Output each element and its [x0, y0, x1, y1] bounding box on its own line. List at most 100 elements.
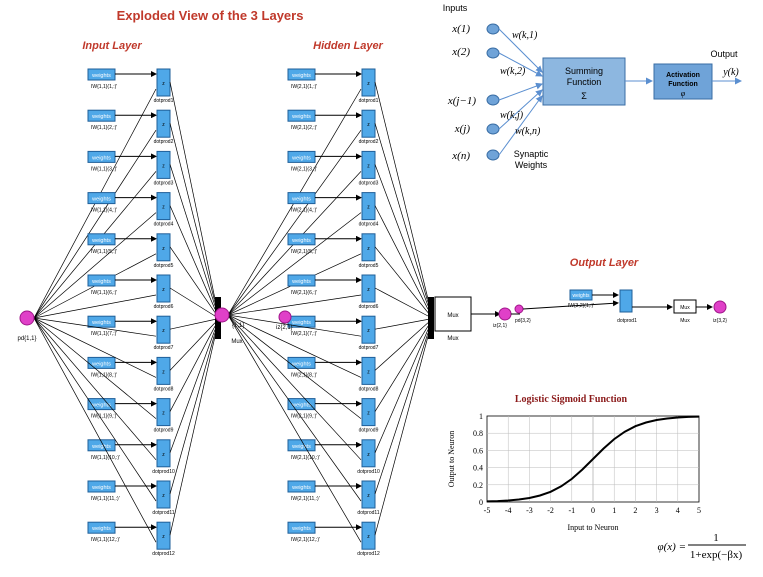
hidden-dotprod-tag-6: dotprod6	[359, 304, 379, 310]
input-dotprod-block-10[interactable]	[156, 439, 171, 468]
input-weights-label-10: weights	[91, 444, 111, 450]
input-weights-tag-9: IW{1,1}(9,:)'	[91, 414, 117, 420]
input-weights-label-5: weights	[91, 238, 111, 244]
input-fanout-line-1	[169, 81, 216, 300]
output-port-label: iz{3,2}	[713, 318, 727, 324]
input-dotprod-tag-1: dotprod1	[154, 98, 174, 104]
input-xj: x(j)	[454, 123, 471, 135]
output-weights-label: weights	[573, 293, 590, 299]
hidden-dotprod-tag-10: dotprod10	[357, 469, 380, 475]
input-dotprod-glyph-9: z	[162, 411, 165, 417]
x-tick-label-7: 2	[633, 506, 637, 515]
hidden-fanout-line-6	[374, 287, 429, 317]
hidden-dotprod-glyph-4: z	[367, 205, 370, 211]
summing-line1: Summing	[565, 66, 603, 76]
input-xn: x(n)	[451, 150, 470, 162]
hidden-dotprod-tag-4: dotprod4	[359, 222, 379, 228]
input-dotprod-glyph-11: z	[162, 493, 165, 499]
x-tick-label-2: -3	[526, 506, 533, 515]
weight-line-1	[498, 28, 543, 73]
input-dotprod-glyph-3: z	[162, 163, 165, 169]
input-layer-output-port[interactable]	[214, 307, 230, 323]
hidden-layer-input-port[interactable]	[278, 310, 292, 324]
input-dotprod-block-12[interactable]	[156, 521, 171, 550]
hidden-weights-tag-6: IW{2,1}(6,:)'	[291, 290, 317, 296]
hidden-dotprod-block-9[interactable]	[361, 398, 376, 427]
output-mux-tag: Mux	[680, 318, 690, 324]
hidden-weights-label-5: weights	[291, 238, 311, 244]
output-port[interactable]	[713, 300, 727, 314]
hidden-weights-tag-7: IW{2,1}(7,:)'	[291, 331, 317, 337]
activation-line1: Activation	[666, 72, 700, 79]
weight-wkn: w(k,n)	[515, 126, 541, 137]
hidden-dotprod-block-12[interactable]	[361, 521, 376, 550]
hidden-dotprod-block-7[interactable]	[361, 315, 376, 344]
output-dotprod-block[interactable]	[619, 289, 633, 313]
input-dotprod-block-6[interactable]	[156, 274, 171, 303]
hidden-fanout-line-1	[374, 81, 429, 300]
weight-wk1: w(k,1)	[512, 30, 538, 41]
hidden-layer-heading: Hidden Layer	[313, 40, 383, 52]
hidden-fanout-line-2	[374, 123, 429, 303]
hidden-fanout-line-10	[374, 329, 429, 453]
hidden-weights-tag-9: IW{2,1}(9,:)'	[291, 414, 317, 420]
hidden-weights-tag-12: IW{2,1}(12,:)'	[291, 537, 320, 543]
input-dotprod-glyph-5: z	[162, 246, 165, 252]
hidden-dotprod-block-11[interactable]	[361, 480, 376, 509]
hidden-dotprod-block-10[interactable]	[361, 439, 376, 468]
input-weights-tag-4: IW{1,1}(4,:)'	[91, 208, 117, 214]
hidden-dotprod-block-8[interactable]	[361, 356, 376, 385]
hidden-weights-label-9: weights	[291, 403, 311, 409]
output-label: Output	[710, 49, 738, 59]
hidden-fanout-line-3	[374, 164, 429, 306]
input-dotprod-tag-10: dotprod10	[152, 469, 175, 475]
hidden-dotprod-glyph-6: z	[367, 287, 370, 293]
hidden-fanout-line-5	[374, 246, 429, 313]
hidden-weights-tag-8: IW{2,1}(8,:)'	[291, 372, 317, 378]
input-dotprod-glyph-12: z	[162, 534, 165, 540]
y-tick-label-2: 0.4	[473, 464, 483, 473]
formula-denominator: 1+exp(−βx)	[690, 549, 743, 561]
output-mux-label: Mux	[680, 305, 690, 311]
input-weights-label-7: weights	[91, 320, 111, 326]
input-dotprod-tag-7: dotprod7	[154, 345, 174, 351]
hidden-mux	[434, 296, 472, 332]
input-fanin-line-2	[33, 130, 157, 319]
input-weights-label-6: weights	[91, 279, 111, 285]
hidden-fanin-line-7	[227, 314, 362, 337]
hidden-weights-label-3: weights	[291, 155, 311, 161]
hidden-dotprod-glyph-12: z	[367, 534, 370, 540]
input-weights-tag-11: IW{1,1}(11,:)'	[91, 496, 120, 502]
input-fanout-line-9	[169, 326, 216, 412]
input-fanin-line-6	[33, 294, 157, 319]
input-dotprod-block-7[interactable]	[156, 315, 171, 344]
input-dotprod-block-9[interactable]	[156, 398, 171, 427]
input-weights-tag-2: IW{1,1}(2,:)'	[91, 125, 117, 131]
formula-numerator: 1	[713, 532, 719, 544]
input-port[interactable]	[19, 310, 35, 326]
input-dotprod-block-11[interactable]	[156, 480, 171, 509]
input-xj-1: x(j−1)	[447, 95, 477, 107]
input-dotprod-block-8[interactable]	[156, 356, 171, 385]
hidden-layer-group: weights IW{2,1}(1,:)' z dotprod1 weights IW{2…	[227, 68, 429, 557]
summing-line2: Function	[567, 77, 602, 87]
hidden-weights-tag-10: IW{2,1}(10,:)'	[291, 455, 320, 461]
input-fanin-line-10	[33, 317, 157, 461]
input-node-1	[486, 23, 500, 35]
x-tick-label-0: -5	[484, 506, 491, 515]
x-tick-label-1: -4	[505, 506, 512, 515]
diagram-title: Exploded View of the 3 Layers	[117, 8, 304, 23]
hidden-weights-label-12: weights	[291, 526, 311, 532]
x-tick-label-3: -2	[547, 506, 554, 515]
output-layer-input-port[interactable]	[498, 307, 512, 321]
hidden-fanin-line-11	[227, 314, 362, 502]
input-dotprod-glyph-1: z	[162, 81, 165, 87]
input-fanout-line-12	[169, 336, 216, 536]
synaptic-label-2: Weights	[515, 160, 548, 170]
hidden-weights-tag-2: IW{2,1}(2,:)'	[291, 125, 317, 131]
hidden-weights-tag-11: IW{2,1}(11,:)'	[291, 496, 320, 502]
output-dotprod-tag: dotprod1	[617, 318, 637, 324]
hidden-dotprod-block-6[interactable]	[361, 274, 376, 303]
hidden-fanout-line-7	[374, 319, 429, 330]
